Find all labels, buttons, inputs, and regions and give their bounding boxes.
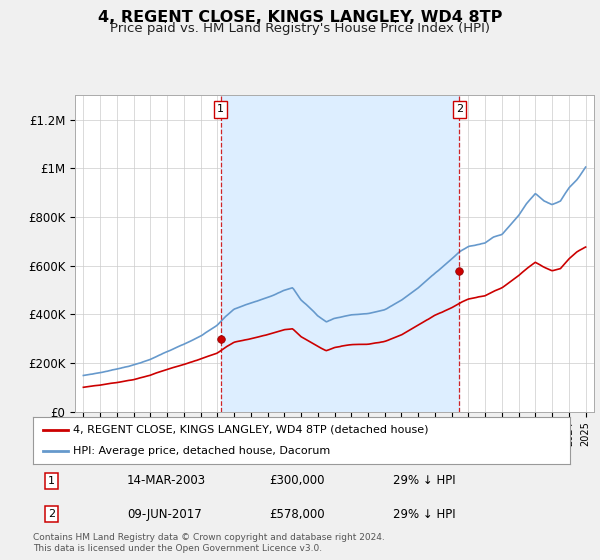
Bar: [221, 95, 459, 412]
Text: £300,000: £300,000: [269, 474, 325, 487]
Text: Contains HM Land Registry data © Crown copyright and database right 2024.
This d: Contains HM Land Registry data © Crown c…: [33, 533, 385, 553]
Text: 14-MAR-2003: 14-MAR-2003: [127, 474, 206, 487]
Text: 29% ↓ HPI: 29% ↓ HPI: [393, 474, 455, 487]
Text: 1: 1: [217, 104, 224, 114]
Text: HPI: Average price, detached house, Dacorum: HPI: Average price, detached house, Daco…: [73, 446, 331, 456]
Text: 2: 2: [455, 104, 463, 114]
Text: 2: 2: [48, 509, 55, 519]
Text: 4, REGENT CLOSE, KINGS LANGLEY, WD4 8TP: 4, REGENT CLOSE, KINGS LANGLEY, WD4 8TP: [98, 10, 502, 25]
Text: 4, REGENT CLOSE, KINGS LANGLEY, WD4 8TP (detached house): 4, REGENT CLOSE, KINGS LANGLEY, WD4 8TP …: [73, 424, 429, 435]
Text: 29% ↓ HPI: 29% ↓ HPI: [393, 507, 455, 521]
Text: £578,000: £578,000: [269, 507, 325, 521]
Text: 09-JUN-2017: 09-JUN-2017: [127, 507, 202, 521]
Text: Price paid vs. HM Land Registry's House Price Index (HPI): Price paid vs. HM Land Registry's House …: [110, 22, 490, 35]
Text: 1: 1: [48, 476, 55, 486]
